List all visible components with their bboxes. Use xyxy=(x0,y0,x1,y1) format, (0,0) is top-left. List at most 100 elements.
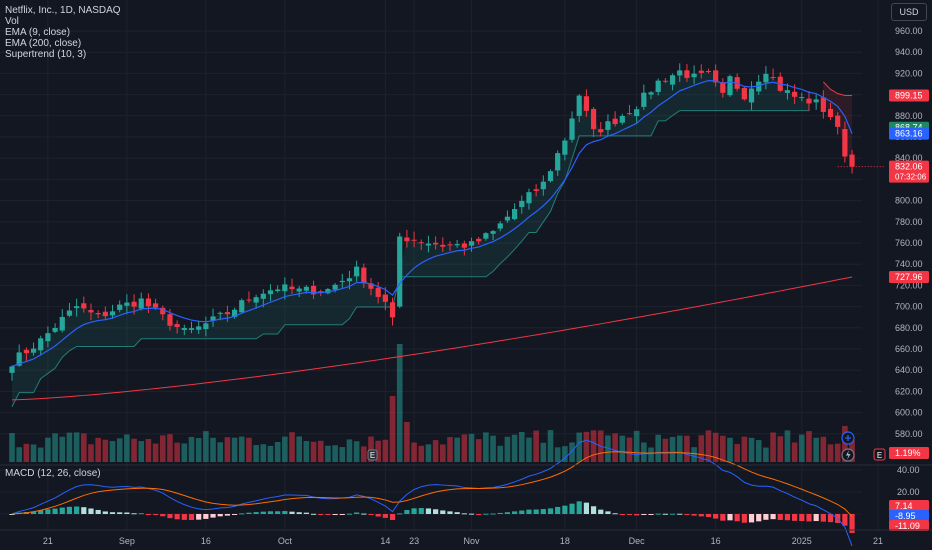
volume-bar xyxy=(23,443,30,462)
macd-histogram-bar xyxy=(720,514,726,521)
macd-histogram-bar xyxy=(756,514,762,522)
candle-body xyxy=(792,91,798,97)
candle-body xyxy=(669,75,676,85)
macd-histogram-bar xyxy=(95,509,101,514)
volume-bar xyxy=(791,442,798,462)
candle-body xyxy=(590,108,597,130)
add-alert-icon[interactable] xyxy=(841,431,855,445)
candle xyxy=(705,68,712,74)
volume-bar xyxy=(547,430,554,462)
candle-body xyxy=(45,333,51,342)
price-tick-label: 960.00 xyxy=(895,26,923,36)
candle-body xyxy=(16,352,22,366)
volume-bar xyxy=(526,437,532,462)
price-tick-label: 600.00 xyxy=(895,408,923,418)
candle-body xyxy=(842,129,848,157)
candle xyxy=(38,335,44,356)
macd-histogram-bar xyxy=(619,514,625,515)
currency-button[interactable]: USD xyxy=(891,3,927,21)
earnings-marker[interactable]: E xyxy=(367,449,378,461)
candle xyxy=(533,184,539,197)
macd-histogram-bar xyxy=(81,507,87,514)
macd-histogram-bar xyxy=(224,514,230,516)
chart-title[interactable]: Netflix, Inc., 1D, NASDAQ xyxy=(5,5,121,16)
macd-value-label: -8.95 xyxy=(895,511,916,521)
candles xyxy=(9,63,855,381)
price-tick-label: 840.00 xyxy=(895,153,923,163)
supertrend-down-price-label: 899.15 xyxy=(895,91,923,101)
volume-bar xyxy=(81,433,87,462)
price-tick-label: 800.00 xyxy=(895,196,923,206)
candle-body xyxy=(368,283,374,289)
candle xyxy=(275,285,281,293)
volume-bar xyxy=(612,433,618,462)
earnings-axis-marker[interactable]: E xyxy=(873,448,886,461)
macd-histogram-bar xyxy=(239,513,245,515)
lightning-icon[interactable] xyxy=(841,448,855,462)
macd-histogram-bar xyxy=(404,510,410,514)
candle-body xyxy=(497,223,503,229)
macd-histogram-bar xyxy=(124,512,130,514)
candle xyxy=(770,68,776,81)
indicator-ema200[interactable]: EMA (200, close) xyxy=(5,38,82,49)
candle xyxy=(310,280,317,300)
candle-body xyxy=(598,129,604,133)
volume-pct-label: 1.19% xyxy=(895,448,921,458)
candle-body xyxy=(138,298,144,309)
candle xyxy=(418,239,424,250)
volume-bar xyxy=(210,437,216,462)
macd-histogram-bar xyxy=(117,512,123,514)
macd-histogram-bar xyxy=(713,514,719,519)
volume-bar xyxy=(404,422,410,462)
volume-bar xyxy=(447,437,453,462)
volume-bar xyxy=(274,441,281,462)
candle-body xyxy=(447,244,453,246)
candle xyxy=(9,365,15,381)
volume-bar xyxy=(181,443,188,462)
countdown-label: 07:32:06 xyxy=(895,173,927,182)
indicator-vol[interactable]: Vol xyxy=(5,16,19,27)
volume-bar xyxy=(691,447,697,462)
time-tick-label: Dec xyxy=(629,536,646,546)
candle-body xyxy=(332,284,338,290)
volume-bar xyxy=(396,344,403,462)
volume-bar xyxy=(246,437,252,462)
volume-bar xyxy=(820,436,827,462)
macd-histogram-bar xyxy=(339,514,345,515)
macd-histogram-bar xyxy=(547,508,554,514)
candle-body xyxy=(38,338,44,351)
indicator-ema9[interactable]: EMA (9, close) xyxy=(5,27,71,38)
volume-bar xyxy=(655,434,661,462)
price-tick-label: 880.00 xyxy=(895,111,923,121)
candle-body xyxy=(677,70,683,76)
candle xyxy=(648,91,654,100)
ema9-line xyxy=(11,80,853,368)
candle-body xyxy=(490,231,496,234)
macd-histogram-bar xyxy=(138,513,144,515)
candle xyxy=(447,241,453,251)
indicator-supertrend[interactable]: Supertrend (10, 3) xyxy=(5,49,87,60)
volume-bar xyxy=(676,435,683,462)
time-tick-label: 18 xyxy=(560,536,570,546)
candle xyxy=(66,302,73,318)
time-tick-label: 16 xyxy=(201,536,211,546)
candle xyxy=(468,237,475,252)
candle xyxy=(748,81,755,110)
candle-body xyxy=(145,298,152,307)
volume-bar xyxy=(583,431,590,462)
candle-body xyxy=(88,309,94,313)
indicator-macd[interactable]: MACD (12, 26, close) xyxy=(5,468,101,479)
volume-bar xyxy=(389,396,396,462)
volume-bar xyxy=(770,432,776,462)
candle xyxy=(267,284,274,301)
macd-histogram-bar xyxy=(641,514,647,515)
time-tick-label: 16 xyxy=(711,536,721,546)
candle-body xyxy=(81,303,87,309)
volume-bar xyxy=(662,438,669,462)
macd-histogram-bar xyxy=(490,513,496,515)
candle xyxy=(677,63,683,82)
candle xyxy=(52,323,58,334)
candle xyxy=(476,236,482,245)
macd-histogram-bar xyxy=(555,506,561,514)
